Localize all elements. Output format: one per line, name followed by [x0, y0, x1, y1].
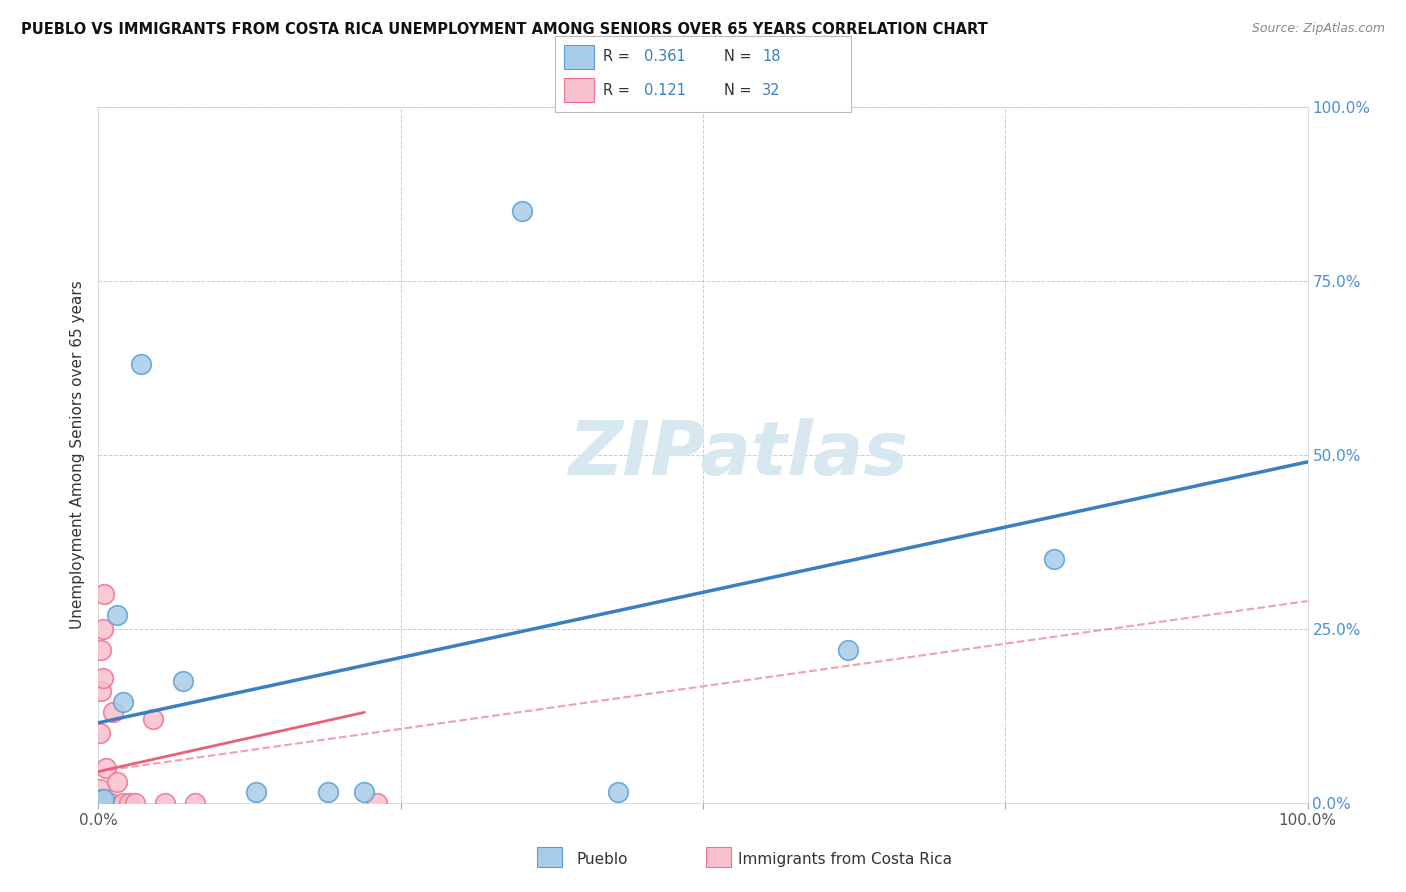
Point — [118, 796, 141, 810]
Text: R =: R = — [603, 49, 634, 64]
Point — [353, 785, 375, 799]
Text: 0.121: 0.121 — [644, 83, 686, 98]
Point — [124, 796, 146, 810]
Text: N =: N = — [724, 83, 756, 98]
Text: Immigrants from Costa Rica: Immigrants from Costa Rica — [738, 853, 952, 867]
Point — [87, 796, 110, 810]
Point — [91, 796, 114, 810]
Point — [111, 796, 134, 810]
Point — [1042, 552, 1064, 566]
Bar — [706, 847, 731, 867]
Point — [105, 607, 128, 622]
Y-axis label: Unemployment Among Seniors over 65 years: Unemployment Among Seniors over 65 years — [70, 281, 86, 629]
Text: R =: R = — [603, 83, 634, 98]
Point — [366, 796, 388, 810]
Point — [129, 358, 152, 372]
Text: PUEBLO VS IMMIGRANTS FROM COSTA RICA UNEMPLOYMENT AMONG SENIORS OVER 65 YEARS CO: PUEBLO VS IMMIGRANTS FROM COSTA RICA UNE… — [21, 22, 988, 37]
Text: 32: 32 — [762, 83, 780, 98]
Point — [142, 712, 165, 726]
Point — [96, 796, 118, 810]
Point — [100, 796, 122, 810]
Point — [184, 796, 207, 810]
Bar — [537, 847, 562, 867]
Point — [837, 642, 859, 657]
Point — [93, 792, 115, 806]
Point — [153, 796, 176, 810]
Point — [91, 622, 114, 636]
Point — [90, 684, 112, 698]
Point — [91, 792, 114, 806]
Point — [89, 781, 111, 796]
Point — [510, 204, 533, 219]
Text: ZIPatlas: ZIPatlas — [569, 418, 910, 491]
Point — [97, 796, 120, 810]
Point — [172, 674, 194, 689]
Point — [105, 775, 128, 789]
Point — [91, 671, 114, 685]
Point — [94, 761, 117, 775]
Point — [90, 642, 112, 657]
Text: 0.361: 0.361 — [644, 49, 686, 64]
Point — [101, 706, 124, 720]
Point — [111, 695, 134, 709]
Text: 18: 18 — [762, 49, 780, 64]
Point — [89, 726, 111, 740]
Text: Pueblo: Pueblo — [576, 853, 628, 867]
Bar — [564, 45, 593, 69]
Text: N =: N = — [724, 49, 756, 64]
Point — [93, 587, 115, 601]
Text: Source: ZipAtlas.com: Source: ZipAtlas.com — [1251, 22, 1385, 36]
Point — [607, 785, 630, 799]
Bar — [564, 78, 593, 103]
Point — [316, 785, 339, 799]
Point — [245, 785, 267, 799]
